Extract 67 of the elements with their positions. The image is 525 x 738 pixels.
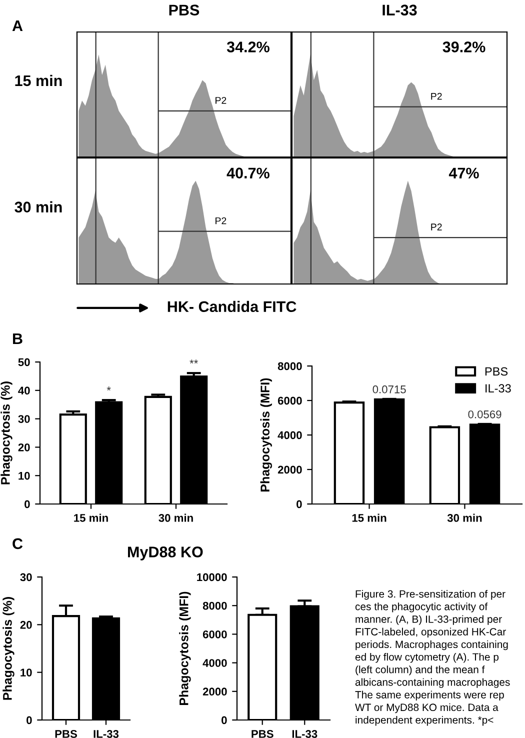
annotation: P2: [216, 217, 226, 224]
y-tick-label: 30: [20, 573, 32, 582]
text: WT or MyD88 KO mice. Data a: [355, 703, 498, 714]
text: B: [13, 333, 22, 344]
annotation: 0.0569: [468, 410, 502, 418]
y-tick-label: 8000: [202, 602, 227, 610]
chart-title: IL-33: [382, 4, 417, 16]
y-tick-label: 0: [24, 500, 30, 508]
y-tick-label: 4000: [202, 659, 227, 667]
text: independent experiments. *p<: [356, 716, 494, 726]
text: 40.7%: [226, 168, 270, 178]
y-tick-label: 10000: [197, 573, 227, 582]
y-axis-title: 30 min: [14, 201, 62, 213]
x-tick-label: IL-33: [292, 730, 318, 738]
y-tick-label: 4000: [278, 431, 302, 440]
text: periods. Macrophages containing: [356, 640, 508, 650]
annotation: *: [106, 386, 111, 390]
y-tick-label: 10: [18, 472, 30, 480]
x-tick-label: 15 min: [352, 514, 386, 522]
annotation: P2: [431, 92, 442, 100]
x-tick-label: PBS: [252, 730, 274, 738]
y-tick-label: 10: [20, 668, 32, 676]
y-tick-label: 30: [18, 415, 30, 423]
x-tick-label: PBS: [55, 730, 77, 738]
x-tick-label: IL-33: [94, 730, 119, 738]
text: 34.2%: [226, 42, 270, 52]
caption: Figure 3. Pre-sensitization of per: [356, 590, 506, 600]
y-tick-label: 6000: [278, 396, 302, 405]
text: 47%: [448, 168, 479, 178]
text: ces the phagocytic activity of: [355, 602, 488, 612]
text: FITC-labeled, opsonized HK-Car: [356, 628, 506, 638]
y-tick-label: 20: [20, 620, 32, 629]
x-tick-label: 30 min: [158, 514, 193, 522]
annotation: P2: [431, 224, 442, 230]
y-tick-label: 50: [18, 358, 30, 366]
y-axis-title: 15 min: [15, 74, 62, 86]
y-axis-title: Phagocytosis (%): [2, 597, 14, 700]
y-tick-label: 0: [26, 716, 32, 724]
y-tick-label: 2000: [202, 688, 227, 696]
y-tick-label: 0: [296, 500, 302, 508]
text: C: [12, 538, 23, 550]
y-axis-title: Phagocytosis (MFI): [179, 592, 191, 705]
y-axis-title: Phagocytosis (%): [0, 382, 12, 484]
y-tick-label: 0: [222, 716, 227, 724]
y-tick-label: 40: [18, 386, 30, 395]
text: MyD88 KO: [128, 546, 203, 560]
annotation: **: [190, 360, 198, 364]
text: manner. (A, B) IL-33-primed per: [356, 615, 502, 625]
text: 39.2%: [442, 42, 486, 52]
y-tick-label: 20: [18, 443, 30, 452]
text: (left column) and the mean f: [356, 666, 485, 676]
x-axis-title: HK- Candida FITC: [168, 300, 296, 312]
legend-label: PBS: [485, 367, 508, 376]
text: albicans-containing macrophages: [355, 678, 510, 688]
y-axis-title: Phagocytosis (MFI): [260, 378, 272, 492]
text: The same experiments were rep: [355, 690, 504, 701]
y-tick-label: 8000: [278, 362, 302, 370]
y-tick-label: 2000: [278, 466, 302, 474]
annotation: P2: [216, 96, 226, 104]
text: A: [12, 20, 23, 31]
text: ed by flow cytometry (A). The p: [355, 653, 499, 663]
y-tick-label: 6000: [202, 630, 227, 638]
legend-label: IL-33: [486, 384, 511, 393]
x-tick-label: 30 min: [447, 514, 482, 522]
chart-title: PBS: [169, 4, 200, 16]
annotation: 0.0715: [372, 385, 406, 394]
x-tick-label: 15 min: [74, 514, 108, 522]
